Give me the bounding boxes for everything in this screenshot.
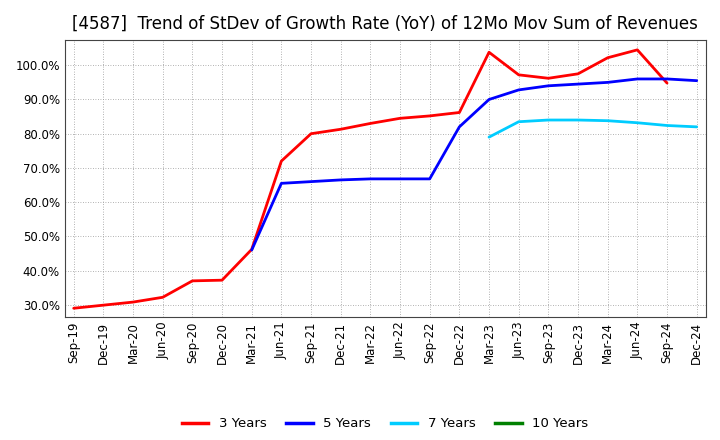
- Title: [4587]  Trend of StDev of Growth Rate (YoY) of 12Mo Mov Sum of Revenues: [4587] Trend of StDev of Growth Rate (Yo…: [72, 15, 698, 33]
- Legend: 3 Years, 5 Years, 7 Years, 10 Years: 3 Years, 5 Years, 7 Years, 10 Years: [176, 412, 594, 436]
